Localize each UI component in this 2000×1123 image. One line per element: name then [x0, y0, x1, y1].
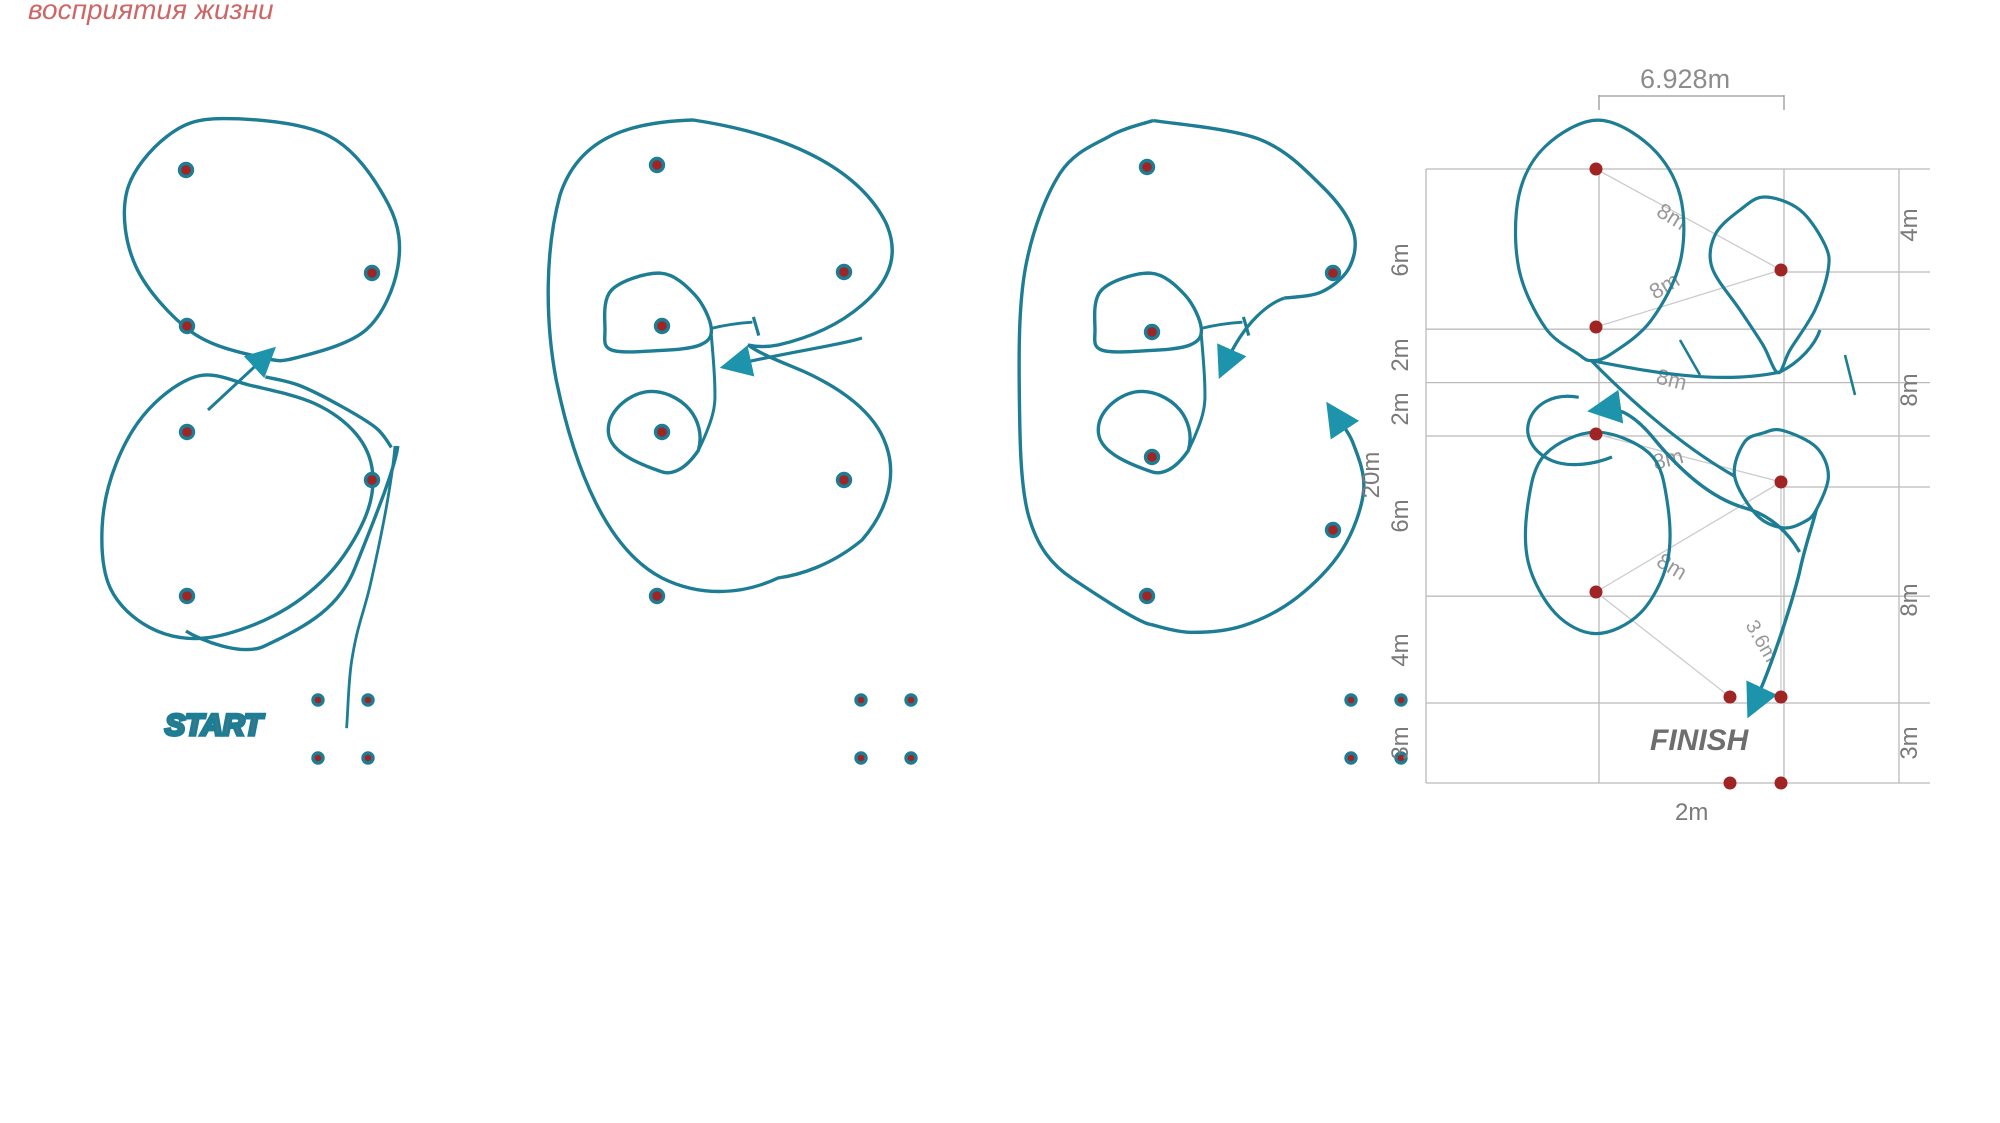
svg-text:6.928m: 6.928m [1640, 64, 1730, 94]
svg-text:8m: 8m [1654, 364, 1690, 396]
svg-text:20m: 20m [1358, 452, 1385, 499]
svg-text:3m: 3m [1896, 726, 1923, 759]
svg-text:8m: 8m [1896, 373, 1923, 406]
svg-text:8m: 8m [1652, 548, 1691, 585]
svg-text:6m: 6m [1387, 499, 1414, 532]
svg-text:2m: 2m [1675, 799, 1708, 826]
svg-text:2m: 2m [1387, 392, 1414, 425]
svg-text:8m: 8m [1896, 583, 1923, 616]
svg-text:START: START [165, 709, 265, 742]
svg-text:2m: 2m [1387, 338, 1414, 371]
svg-text:3m: 3m [1387, 726, 1414, 759]
svg-text:FINISH: FINISH [1650, 724, 1750, 757]
svg-text:6m: 6m [1387, 243, 1414, 276]
svg-text:4m: 4m [1387, 633, 1414, 666]
svg-text:3.6m: 3.6m [1741, 617, 1782, 667]
svg-text:4m: 4m [1896, 208, 1923, 241]
